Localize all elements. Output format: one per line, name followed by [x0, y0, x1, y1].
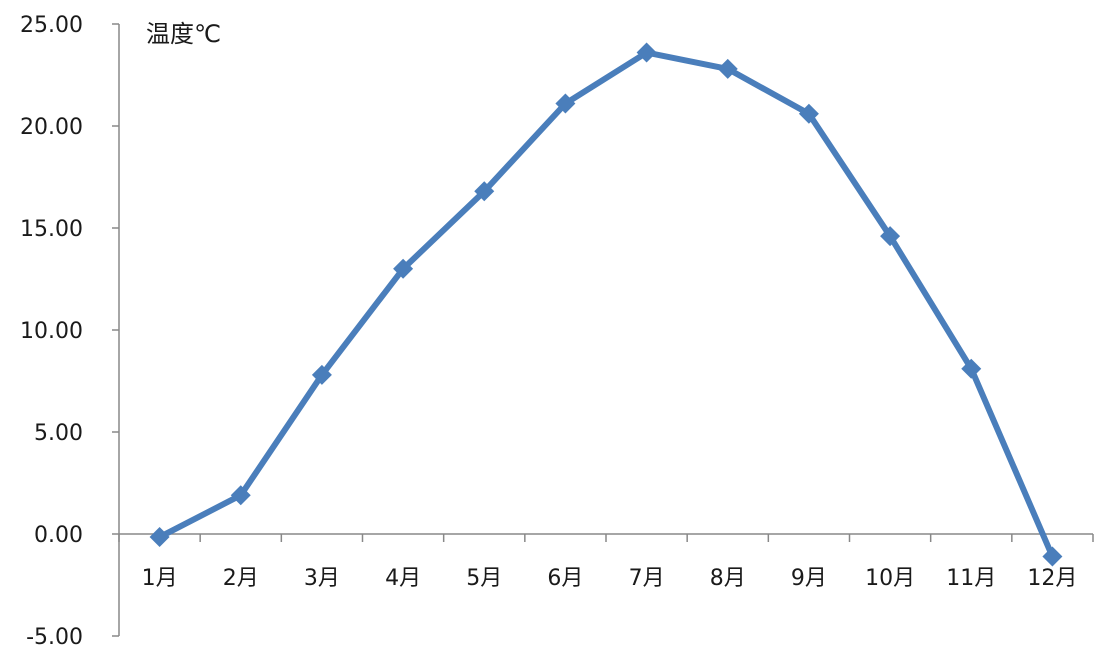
x-tick-label: 7月: [629, 566, 665, 591]
x-tick-label: 12月: [1027, 566, 1077, 591]
data-point-marker: [230, 485, 251, 506]
y-axis-unit-label: 温度℃: [146, 20, 221, 48]
x-tick-label: 10月: [865, 566, 915, 591]
data-point-marker: [717, 58, 738, 79]
x-tick-label: 8月: [710, 566, 746, 591]
y-tick-label: 0.00: [34, 523, 83, 548]
series-group: [149, 42, 1063, 567]
x-axis: 1月 2月 3月 4月 5月 6月 7月 8月 9月 10月 11月 12月: [118, 533, 1094, 591]
y-tick-label: 10.00: [20, 319, 83, 344]
x-tick-label: 9月: [791, 566, 827, 591]
data-point-marker: [555, 93, 576, 114]
y-tick-label: 15.00: [20, 217, 83, 242]
x-tick-label: 5月: [466, 566, 502, 591]
data-point-marker: [474, 181, 495, 202]
series-line: [158, 49, 1056, 558]
data-point-marker: [880, 226, 901, 247]
x-tick-label: 1月: [142, 566, 178, 591]
x-tick-label: 2月: [223, 566, 259, 591]
x-tick-label: 6月: [547, 566, 583, 591]
data-point-marker: [961, 358, 982, 379]
x-tick-label: 3月: [304, 566, 340, 591]
data-point-marker: [149, 527, 170, 548]
y-tick-label: 5.00: [34, 421, 83, 446]
y-tick-label: -5.00: [26, 625, 83, 650]
data-point-marker: [1042, 546, 1063, 567]
x-tick-label: 4月: [385, 566, 421, 591]
y-tick-label: 20.00: [20, 115, 83, 140]
data-point-marker: [311, 364, 332, 385]
y-tick-label: 25.00: [20, 13, 83, 38]
data-point-marker: [393, 258, 414, 279]
data-point-marker: [798, 103, 819, 124]
data-point-marker: [636, 42, 657, 63]
x-tick-label: 11月: [946, 566, 996, 591]
y-axis: 25.00 20.00 15.00 10.00 5.00 0.00 -5.00: [20, 13, 120, 650]
